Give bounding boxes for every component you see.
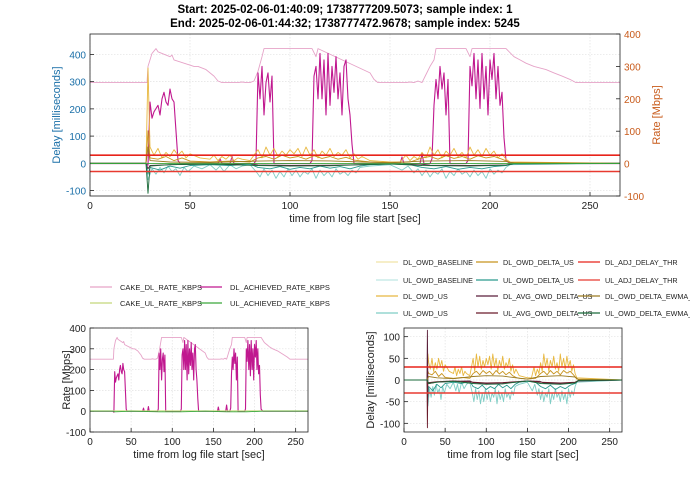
y-tick-label: 50 [389, 354, 401, 365]
y2-axis-label: Rate [Mbps] [651, 85, 663, 144]
legend-label: UL_AVG_OWD_DELTA_US [503, 309, 593, 318]
series-ul-avg-owd-delta-us [404, 379, 622, 429]
series-layer [404, 329, 622, 429]
y2-tick-label: 100 [624, 127, 641, 138]
y2-tick-label: 0 [624, 160, 630, 171]
y-tick-label: -100 [66, 187, 86, 198]
y-tick-label: 200 [69, 105, 86, 116]
legend-label: CAKE_UL_RATE_KBPS [120, 299, 202, 308]
series-cake-dl-rate-kbps [90, 48, 620, 84]
y-axis-label: Rate [Mbps] [61, 350, 73, 409]
x-tick-label: 0 [401, 437, 407, 448]
legend-label: DL_OWD_DELTA_EWMA_US [605, 292, 690, 301]
y2-tick-label: 400 [624, 30, 641, 41]
series-dl-owd-delta-ewma-us [90, 146, 620, 164]
y-tick-label: 400 [69, 324, 86, 335]
series-cake-dl-rate-kbps [90, 336, 308, 360]
x-tick-label: 250 [287, 437, 304, 448]
x-tick-label: 200 [560, 437, 577, 448]
y-tick-label: 200 [69, 366, 86, 377]
x-tick-label: 100 [282, 201, 299, 212]
legend-label: DL_OWD_DELTA_US [503, 258, 574, 267]
y-tick-label: 0 [80, 407, 86, 418]
x-tick-label: 0 [87, 437, 93, 448]
y-tick-label: 0 [80, 159, 86, 170]
legend-label: UL_OWD_US [403, 309, 448, 318]
legend-label: CAKE_DL_RATE_KBPS [120, 283, 202, 292]
legend-rate: CAKE_DL_RATE_KBPS DL_ACHIEVED_RATE_KBPS CA… [90, 283, 330, 308]
series-dl-owd-us [404, 353, 622, 381]
y2-tick-label: 300 [624, 62, 641, 73]
top-delay-rate-plot: 0 50 100 150 200 250-1000100200300400-1000100… [51, 30, 663, 225]
legend-label: DL_OWD_US [403, 292, 448, 301]
x-tick-label: 50 [440, 437, 452, 448]
x-tick-label: 150 [205, 437, 222, 448]
series-dl-owd-delta-us [90, 130, 620, 164]
y-tick-label: -100 [66, 428, 86, 439]
y-tick-label: 300 [69, 78, 86, 89]
y-axis-label: Delay [milliseconds] [51, 66, 63, 163]
x-tick-label: 250 [582, 201, 599, 212]
legend-label: DL_OWD_BASELINE [403, 258, 473, 267]
y-tick-label: -100 [380, 419, 400, 430]
y-tick-label: 100 [383, 333, 400, 344]
plot-frame [403, 327, 623, 433]
y-tick-label: -50 [386, 398, 401, 409]
y2-tick-label: 200 [624, 95, 641, 106]
series-layer [90, 48, 620, 194]
y-tick-label: 0 [394, 376, 400, 387]
x-tick-label: 200 [482, 201, 499, 212]
series-ul-owd-us [404, 379, 622, 407]
x-tick-label: 0 [87, 201, 93, 212]
x-tick-label: 250 [601, 437, 618, 448]
legend-label: UL_OWD_DELTA_EWMA_US [605, 309, 690, 318]
legend-delay: DL_OWD_BASELINE DL_OWD_DELTA_US DL_ADJ_DEL… [376, 258, 690, 318]
legend-label: DL_ACHIEVED_RATE_KBPS [230, 283, 330, 292]
chart-title-line-1: Start: 2025-02-06-01:40:09; 1738777209.5… [178, 4, 514, 16]
chart-title-line-2: End: 2025-02-06-01:44:32; 1738777472.967… [170, 18, 520, 30]
series-layer [90, 336, 308, 413]
x-tick-label: 50 [184, 201, 196, 212]
x-tick-label: 150 [519, 437, 536, 448]
y-tick-label: 300 [69, 345, 86, 356]
plot-frame [89, 33, 621, 197]
legend-label: UL_ACHIEVED_RATE_KBPS [230, 299, 330, 308]
series-ul-owd-delta-ewma-us [90, 162, 620, 194]
series-ul-owd-delta-ewma-us [404, 379, 622, 385]
legend-label: UL_OWD_DELTA_US [503, 276, 574, 285]
x-tick-label: 100 [164, 437, 181, 448]
x-tick-label: 50 [126, 437, 138, 448]
x-tick-label: 100 [478, 437, 495, 448]
x-axis-label: time from log file start [sec] [133, 449, 264, 461]
legend-label: DL_AVG_OWD_DELTA_US [503, 292, 593, 301]
x-axis-label: time from log file start [sec] [289, 213, 420, 225]
series-ul-owd-us [90, 162, 620, 181]
legend-label: DL_ADJ_DELAY_THR [605, 258, 678, 267]
x-tick-label: 150 [382, 201, 399, 212]
series-dl-owd-delta-ewma-us [404, 375, 622, 381]
series-ul-achieved-rate-kbps [90, 410, 308, 413]
y2-tick-label: -100 [624, 192, 644, 203]
y-axis-label: Delay [milliseconds] [365, 331, 377, 428]
plot-frame [89, 327, 309, 433]
y-tick-label: 100 [69, 132, 86, 143]
y-tick-label: 400 [69, 50, 86, 61]
y-tick-label: 100 [69, 386, 86, 397]
series-dl-achieved-rate-kbps [90, 52, 620, 166]
plot-area [90, 328, 308, 432]
legend-label: UL_ADJ_DELAY_THR [605, 276, 678, 285]
x-tick-label: 200 [246, 437, 263, 448]
legend-label: UL_OWD_BASELINE [403, 276, 473, 285]
series-dl-owd-delta-us [404, 370, 622, 381]
x-axis-label: time from log file start [sec] [447, 449, 578, 461]
